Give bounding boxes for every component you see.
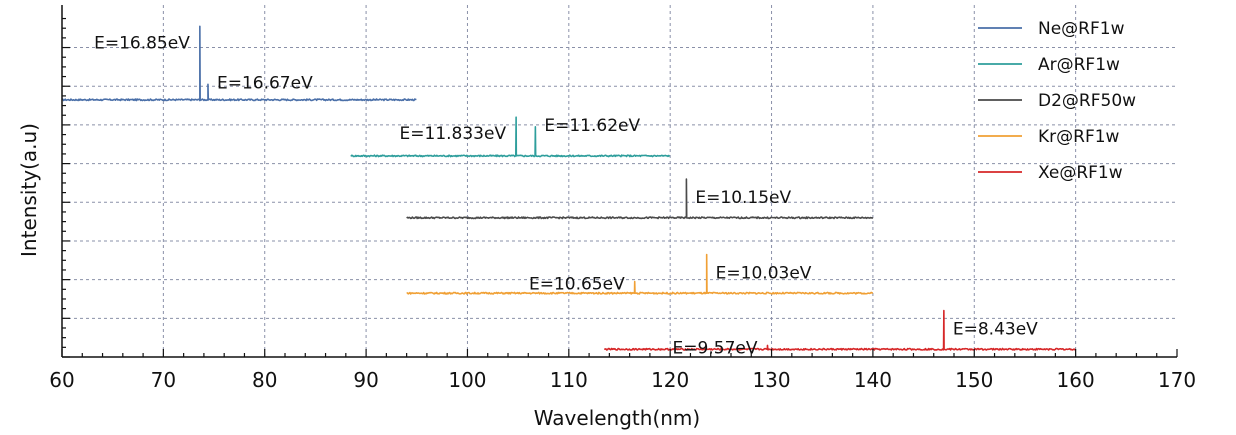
legend-label: Ar@RF1w xyxy=(1038,55,1120,75)
legend: Ne@RF1w Ar@RF1w D2@RF50w Kr@RF1w Xe@RF1w xyxy=(978,19,1136,183)
x-tick-label: 140 xyxy=(854,368,892,392)
x-tick-label: 110 xyxy=(550,368,588,392)
annotation-layer: E=16.85eV E=16.67eV E=11.833eV E=11.62eV E=1… xyxy=(94,33,1038,358)
series-line-kr xyxy=(406,253,873,295)
y-axis-title: Intensity(a.u) xyxy=(17,123,41,257)
peak-annotation: E=10.03eV xyxy=(716,263,812,283)
grid-layer xyxy=(62,5,1177,357)
series-line-xe xyxy=(603,309,1076,351)
peak-annotation: E=10.65eV xyxy=(529,275,625,295)
x-tick-label: 90 xyxy=(353,368,378,392)
legend-label: D2@RF50w xyxy=(1038,91,1136,111)
x-tick-label: 160 xyxy=(1057,368,1095,392)
series-line-d2 xyxy=(406,178,874,220)
x-tick-label: 80 xyxy=(252,368,277,392)
x-tick-label: 100 xyxy=(448,368,486,392)
peak-annotation: E=16.67eV xyxy=(217,73,313,93)
x-tick-label: 60 xyxy=(49,368,74,392)
peak-annotation: E=9.57eV xyxy=(673,338,758,358)
series-line-ne xyxy=(61,25,417,102)
peak-annotation: E=10.15eV xyxy=(695,188,791,208)
series-line-ar xyxy=(350,116,671,158)
peak-annotation: E=11.833eV xyxy=(400,124,507,144)
peak-annotation: E=16.85eV xyxy=(94,33,190,53)
x-tick-label: 120 xyxy=(651,368,689,392)
x-tick-label: 150 xyxy=(955,368,993,392)
x-tick-label: 130 xyxy=(752,368,790,392)
peak-annotation: E=11.62eV xyxy=(544,116,640,136)
x-axis-title: Wavelength(nm) xyxy=(534,406,700,430)
x-tick-label: 70 xyxy=(151,368,176,392)
axes-layer: 60 70 80 90 100 110 120 130 140 150 160 170 xyxy=(49,5,1196,392)
legend-label: Kr@RF1w xyxy=(1038,127,1120,147)
legend-label: Xe@RF1w xyxy=(1038,163,1123,183)
legend-label: Ne@RF1w xyxy=(1038,19,1125,39)
series-layer xyxy=(61,25,1076,351)
peak-annotation: E=8.43eV xyxy=(953,320,1038,340)
x-tick-label: 170 xyxy=(1158,368,1196,392)
